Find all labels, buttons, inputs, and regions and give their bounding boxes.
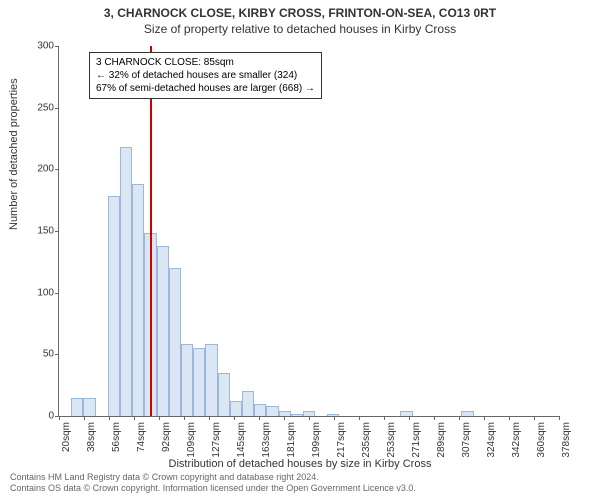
y-tick-label: 150 xyxy=(37,226,54,237)
copyright-notice: Contains HM Land Registry data © Crown c… xyxy=(10,472,416,494)
y-tick-label: 0 xyxy=(48,411,54,422)
x-tick-mark xyxy=(459,416,460,420)
x-tick-mark xyxy=(484,416,485,420)
chart-plot: 20sqm38sqm56sqm74sqm92sqm109sqm127sqm145… xyxy=(58,46,558,416)
x-tick-mark xyxy=(434,416,435,420)
copyright-line1: Contains HM Land Registry data © Crown c… xyxy=(10,472,416,483)
x-tick-mark xyxy=(209,416,210,420)
y-tick-mark xyxy=(55,293,59,294)
x-tick-mark xyxy=(384,416,385,420)
histogram-bar xyxy=(254,404,266,416)
histogram-bar xyxy=(83,398,95,417)
x-tick-mark xyxy=(309,416,310,420)
x-tick-mark xyxy=(509,416,510,420)
x-tick-mark xyxy=(559,416,560,420)
marker-line xyxy=(150,46,152,416)
x-tick-mark xyxy=(534,416,535,420)
histogram-bar xyxy=(132,184,144,416)
histogram-bar xyxy=(71,398,83,417)
histogram-bar xyxy=(120,147,132,416)
x-tick-mark xyxy=(284,416,285,420)
x-tick-mark xyxy=(234,416,235,420)
x-tick-mark xyxy=(184,416,185,420)
y-tick-mark xyxy=(55,231,59,232)
y-axis-label: Number of detached properties xyxy=(8,78,20,230)
histogram-bar xyxy=(205,344,217,416)
chart-title-sub: Size of property relative to detached ho… xyxy=(0,20,600,36)
histogram-bar xyxy=(242,391,254,416)
x-tick-mark xyxy=(134,416,135,420)
histogram-bar xyxy=(400,411,412,416)
x-tick-mark xyxy=(159,416,160,420)
histogram-bar xyxy=(291,414,303,416)
y-tick-mark xyxy=(55,354,59,355)
annotation-box: 3 CHARNOCK CLOSE: 85sqm← 32% of detached… xyxy=(89,52,322,99)
annotation-line: ← 32% of detached houses are smaller (32… xyxy=(96,69,315,82)
copyright-line2: Contains OS data © Crown copyright. Info… xyxy=(10,483,416,494)
histogram-bar xyxy=(193,348,205,416)
histogram-bar xyxy=(181,344,193,416)
histogram-bar xyxy=(230,401,242,416)
annotation-line: 67% of semi-detached houses are larger (… xyxy=(96,82,315,95)
plot-area: 20sqm38sqm56sqm74sqm92sqm109sqm127sqm145… xyxy=(58,46,559,417)
chart-title-main: 3, CHARNOCK CLOSE, KIRBY CROSS, FRINTON-… xyxy=(0,0,600,20)
y-tick-mark xyxy=(55,46,59,47)
annotation-line: 3 CHARNOCK CLOSE: 85sqm xyxy=(96,56,315,69)
y-tick-label: 300 xyxy=(37,41,54,52)
x-tick-mark xyxy=(359,416,360,420)
histogram-bar xyxy=(108,196,120,416)
x-tick-mark xyxy=(59,416,60,420)
x-axis-label: Distribution of detached houses by size … xyxy=(0,458,600,470)
histogram-bar xyxy=(266,406,278,416)
y-tick-label: 50 xyxy=(43,349,54,360)
y-tick-label: 200 xyxy=(37,164,54,175)
x-tick-mark xyxy=(334,416,335,420)
x-tick-mark xyxy=(259,416,260,420)
histogram-bar xyxy=(157,246,169,416)
x-tick-mark xyxy=(84,416,85,420)
x-tick-mark xyxy=(109,416,110,420)
histogram-bar xyxy=(461,411,473,416)
y-tick-label: 100 xyxy=(37,287,54,298)
y-tick-mark xyxy=(55,169,59,170)
histogram-bar xyxy=(169,268,181,416)
y-tick-mark xyxy=(55,108,59,109)
y-tick-label: 250 xyxy=(37,102,54,113)
x-tick-mark xyxy=(409,416,410,420)
histogram-bar xyxy=(218,373,230,416)
